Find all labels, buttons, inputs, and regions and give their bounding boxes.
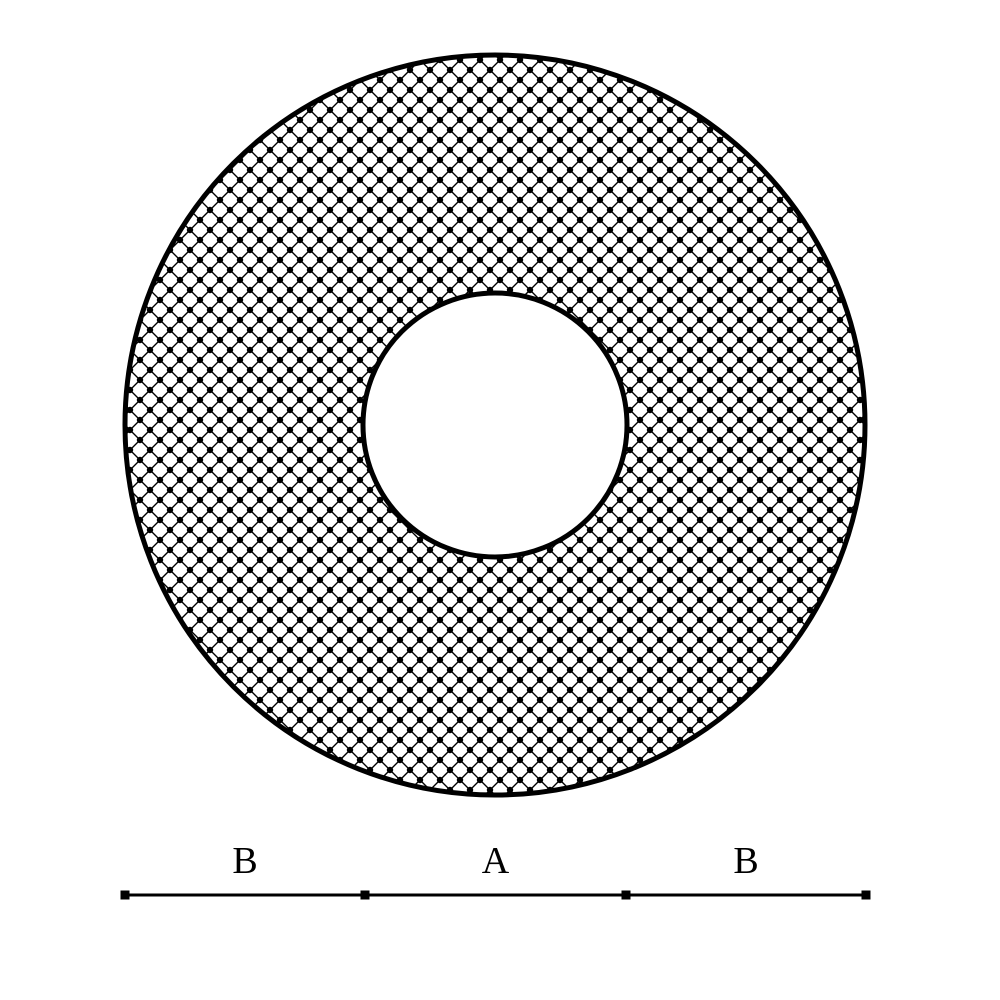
dimension-label: A [482,840,510,882]
dimension-tick [622,891,631,900]
dimension-tick [121,891,130,900]
dimension-tick [862,891,871,900]
annulus-diagram: BAB [0,0,1000,1000]
dimension-tick [361,891,370,900]
dimension-label: B [733,840,758,882]
dimension-label: B [232,840,257,882]
